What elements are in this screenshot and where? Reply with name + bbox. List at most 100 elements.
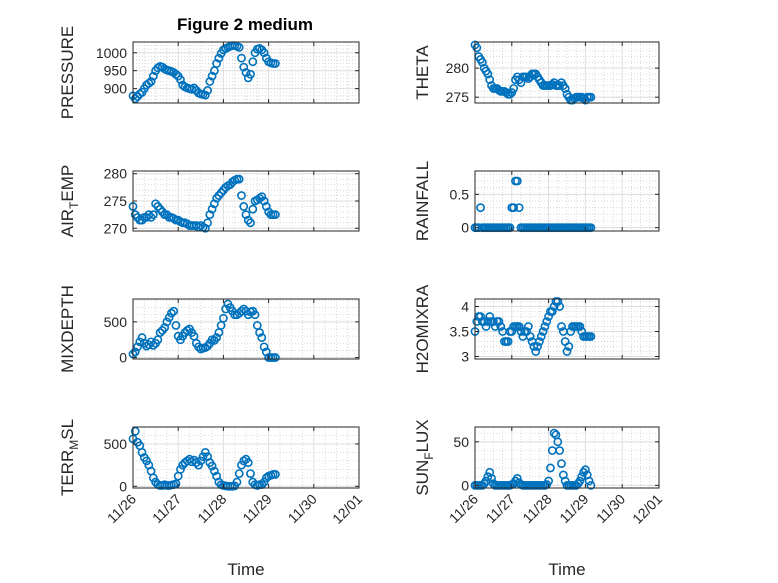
data-point	[483, 69, 493, 79]
data-point	[203, 218, 212, 228]
y-tick-label: 0	[461, 220, 469, 236]
data-point	[169, 306, 179, 316]
data-point	[514, 203, 524, 213]
data-point	[234, 42, 244, 52]
data-point	[187, 457, 197, 467]
data-point	[477, 57, 487, 67]
data-point	[171, 321, 181, 330]
data-point	[234, 469, 244, 478]
data-point	[205, 210, 215, 220]
data-point	[509, 203, 519, 213]
data-point	[239, 456, 249, 466]
data-point	[525, 332, 535, 341]
x-tick-label: 11/28	[519, 491, 555, 527]
y-tick-label: 275	[104, 193, 128, 209]
data-point	[487, 474, 496, 483]
data-point	[212, 59, 222, 68]
subplot-7: 0 500 11/26 11/27 11/28 11/29 11/30 12/01 Time TE…	[58, 419, 365, 579]
data-point	[261, 202, 271, 211]
data-point	[476, 203, 485, 213]
data-point	[270, 353, 280, 362]
data-point	[509, 84, 519, 93]
subplot-grid: 900 950 1000 PRESSURE 275 280 THETA 270 275 280 AI…	[58, 26, 665, 579]
y-tick-label: 0	[119, 350, 127, 366]
y-tick-label: 0	[119, 478, 127, 494]
data-point	[270, 210, 280, 220]
x-tick-label: 12/01	[329, 491, 365, 527]
x-tick-label: 11/28	[194, 491, 230, 527]
data-point	[250, 310, 260, 320]
y-tick-label: 1000	[96, 45, 127, 61]
data-point	[130, 347, 140, 357]
data-point	[148, 341, 158, 350]
data-point	[553, 297, 563, 306]
data-point	[130, 426, 140, 436]
data-point	[203, 86, 212, 95]
data-point	[209, 199, 219, 209]
y-tick-label: 280	[104, 166, 128, 182]
data-point	[207, 204, 217, 214]
subplot-6: 3 3.5 4 H2OMIXRA	[413, 284, 660, 373]
data-point	[241, 210, 251, 220]
y-tick-label: 3	[461, 349, 469, 365]
data-point	[148, 71, 158, 81]
data-point	[200, 448, 210, 457]
data-point	[246, 469, 255, 478]
data-point	[270, 470, 280, 479]
data-point	[142, 456, 151, 466]
data-point	[483, 317, 493, 326]
axes-frame	[132, 41, 360, 104]
data-point	[155, 328, 165, 337]
data-point	[133, 342, 142, 352]
axes-frame	[474, 170, 660, 232]
axes-frame	[132, 298, 360, 360]
data-point	[239, 202, 249, 211]
data-point	[257, 333, 267, 342]
data-point	[209, 466, 219, 476]
y-tick-label: 270	[104, 220, 128, 236]
figure-title: Figure 2 medium	[177, 15, 313, 34]
data-point	[586, 92, 596, 102]
data-point	[512, 474, 522, 483]
data-point	[148, 210, 158, 220]
data-point	[549, 428, 559, 438]
data-point	[239, 62, 249, 72]
data-point	[232, 477, 242, 487]
data-point	[555, 446, 565, 455]
data-point	[562, 347, 572, 356]
data-point	[137, 448, 147, 457]
x-tick-label: 11/30	[285, 491, 321, 527]
data-point	[261, 473, 271, 483]
data-point	[191, 458, 201, 467]
data-point	[259, 48, 269, 58]
data-point	[144, 78, 154, 88]
data-point	[171, 69, 181, 79]
data-point	[547, 307, 557, 316]
data-point	[148, 473, 158, 483]
x-tick-label: 11/26	[446, 491, 482, 527]
data-point	[555, 302, 565, 311]
data-point	[200, 90, 210, 100]
data-point	[533, 342, 542, 351]
data-point	[255, 328, 264, 337]
y-tick-label: 900	[104, 81, 128, 97]
data-point	[535, 337, 544, 346]
data-point	[237, 53, 246, 63]
data-point	[237, 306, 246, 316]
y-tick-label: 500	[104, 436, 128, 452]
data-point	[575, 322, 585, 331]
data-point	[531, 347, 541, 356]
axes-frame	[474, 298, 660, 360]
subplot-4: 0 0.5 RAINFALL	[413, 161, 660, 241]
data-point	[200, 223, 210, 233]
data-point	[185, 454, 194, 464]
data-point	[135, 337, 145, 347]
subplot-8: 0 50 11/26 11/27 11/28 11/29 11/30 12/01 Time SUN…	[413, 419, 665, 579]
data-point	[130, 94, 140, 104]
data-point	[257, 192, 267, 202]
subplot-1: 900 950 1000 PRESSURE	[58, 26, 360, 119]
data-point	[553, 437, 563, 447]
data-point	[481, 322, 491, 331]
x-tick-label: 11/29	[239, 491, 275, 527]
